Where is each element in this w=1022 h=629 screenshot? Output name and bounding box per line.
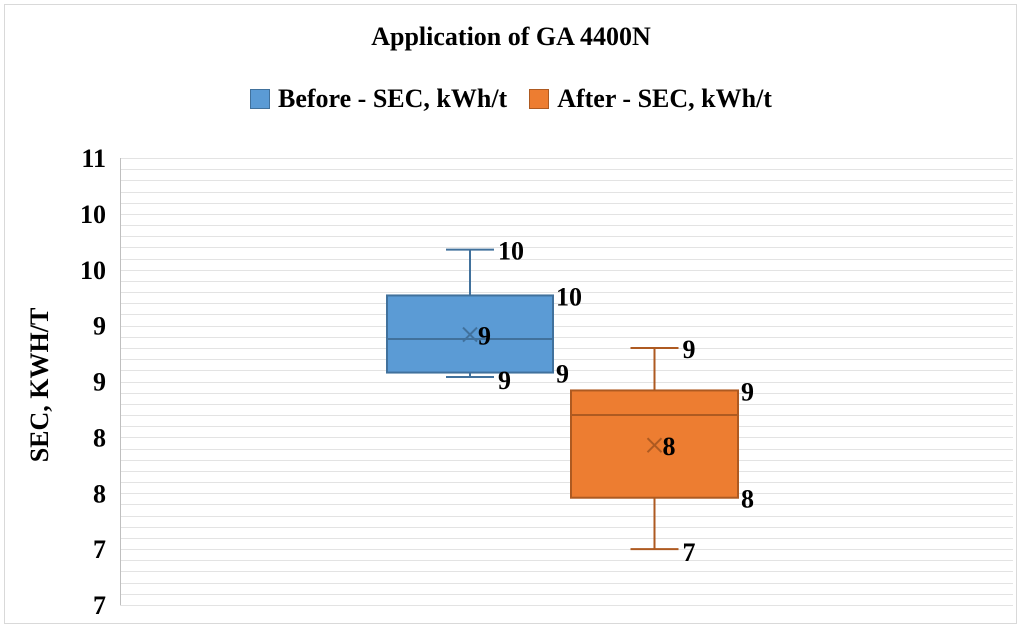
before-q3-label: 10 [556, 282, 582, 311]
y-tick-label: 8 [93, 423, 106, 452]
legend-swatch-after [529, 89, 550, 109]
after-mean-marker [646, 437, 663, 453]
after-max-label: 9 [683, 335, 696, 364]
after-min-label: 7 [683, 538, 696, 567]
after-q1-label: 8 [741, 485, 754, 514]
legend-label-after: After - SEC, kWh/t [557, 84, 772, 113]
before-mean-label: 9 [478, 322, 491, 351]
before-mean-marker [462, 326, 478, 343]
y-tick-label: 8 [93, 479, 106, 508]
legend-entry-after: After - SEC, kWh/t [529, 84, 772, 114]
legend-label-before: Before - SEC, kWh/t [278, 84, 508, 113]
y-tick-label: 11 [81, 144, 106, 173]
before-q1-label: 9 [556, 360, 569, 389]
before-min-label: 9 [498, 366, 511, 395]
legend-entry-before: Before - SEC, kWh/t [250, 84, 507, 114]
y-tick-label: 10 [80, 200, 106, 229]
chart-title: Application of GA 4400N [371, 22, 651, 51]
legend-swatch-before [250, 89, 271, 109]
legend: Before - SEC, kWh/t After - SEC, kWh/t [0, 84, 1022, 114]
y-tick-label: 9 [93, 312, 106, 341]
after-q3-label: 9 [741, 377, 754, 406]
after-mean-label: 8 [663, 432, 676, 461]
y-tick-label: 7 [93, 591, 106, 620]
y-tick-label: 7 [93, 535, 106, 564]
y-tick-label: 9 [93, 368, 106, 397]
before-max-label: 10 [498, 237, 524, 266]
y-tick-label: 10 [80, 256, 106, 285]
